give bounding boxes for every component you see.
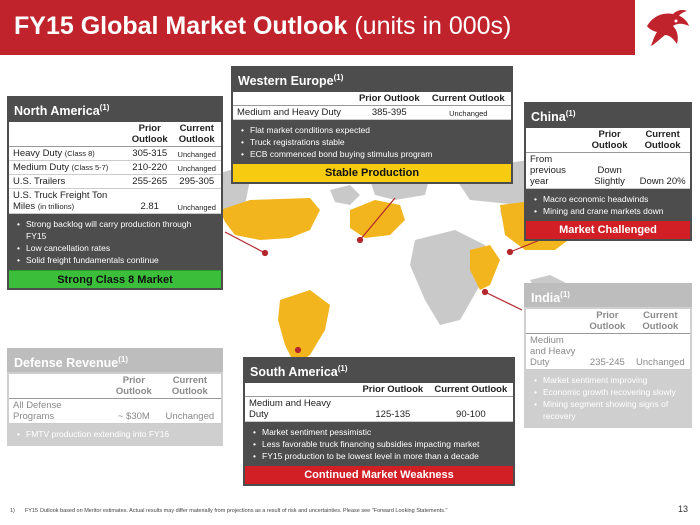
india-body: Prior Outlook Current Outlook Medium and… — [524, 307, 692, 428]
table-header: Prior Outlook Current Outlook — [245, 383, 513, 397]
western-europe-status: Stable Production — [233, 164, 511, 182]
india-panel: India(1) Prior Outlook Current Outlook M… — [524, 283, 692, 428]
india-table: Prior Outlook Current Outlook Medium and… — [526, 309, 690, 370]
title-bar: FY15 Global Market Outlook (units in 000… — [0, 0, 635, 55]
china-table: Prior Outlook Current Outlook From previ… — [526, 128, 690, 189]
south-america-status: Continued Market Weakness — [245, 466, 513, 484]
map-south-america — [278, 290, 330, 365]
china-bullets: Macro economic headwinds Mining and cran… — [526, 189, 690, 221]
table-row: Medium Duty (Class 5-7) 210-220 Unchange… — [9, 160, 221, 175]
map-highlight-regions — [220, 198, 575, 365]
china-body: Prior Outlook Current Outlook From previ… — [524, 126, 692, 241]
south-america-table: Prior Outlook Current Outlook Medium and… — [245, 383, 513, 422]
page-number: 13 — [678, 504, 689, 514]
north-america-panel: North America(1) Prior Outlook Current O… — [7, 96, 223, 290]
table-header: Prior Outlook Current Outlook — [526, 128, 690, 153]
north-america-bullets: Strong backlog will carry production thr… — [9, 214, 221, 270]
table-row: Medium and Heavy Duty 125-135 90-100 — [245, 396, 513, 422]
table-row: Heavy Duty (Class 8) 305-315 Unchanged — [9, 146, 221, 161]
china-status: Market Challenged — [526, 221, 690, 239]
defense-panel: Defense Revenue(1) Prior Outlook Current… — [7, 348, 223, 446]
title-units: (units in 000s) — [354, 12, 512, 40]
china-header: China(1) — [524, 102, 692, 126]
table-row: Medium and Heavy Duty 235-245 Unchanged — [526, 333, 690, 370]
table-row: Medium and Heavy Duty 385-395 Unchanged — [233, 105, 511, 120]
western-europe-header: Western Europe(1) — [231, 66, 513, 90]
defense-body: Prior Outlook Current Outlook All Defens… — [7, 372, 223, 446]
north-america-header: North America(1) — [7, 96, 223, 120]
table-header: Prior Outlook Current Outlook — [233, 92, 511, 106]
western-europe-table: Prior Outlook Current Outlook Medium and… — [233, 92, 511, 120]
south-america-body: Prior Outlook Current Outlook Medium and… — [243, 381, 515, 486]
defense-bullets: FMTV production extending into FY16 — [9, 424, 221, 444]
western-europe-body: Prior Outlook Current Outlook Medium and… — [231, 90, 513, 184]
north-america-body: Prior Outlook Current Outlook Heavy Duty… — [7, 120, 223, 290]
table-row: U.S. Truck Freight Ton Miles (in trillio… — [9, 188, 221, 214]
defense-header: Defense Revenue(1) — [7, 348, 223, 372]
map-north-america — [220, 198, 320, 240]
india-bullets: Market sentiment improving Economic grow… — [526, 370, 690, 426]
footnote: 1) FY15 Outlook based on Meritor estimate… — [10, 508, 448, 514]
defense-table: Prior Outlook Current Outlook All Defens… — [9, 374, 221, 424]
page-title: FY15 Global Market Outlook (units in 000… — [14, 12, 512, 40]
china-panel: China(1) Prior Outlook Current Outlook F… — [524, 102, 692, 241]
table-row: From previous year Down Slightly Down 20… — [526, 152, 690, 189]
map-connectors — [224, 197, 541, 354]
table-row: All Defense Programs ~ $30M Unchanged — [9, 398, 221, 424]
map-india — [470, 245, 500, 290]
table-header: Prior Outlook Current Outlook — [9, 122, 221, 147]
south-america-bullets: Market sentiment pessimistic Less favora… — [245, 422, 513, 466]
north-america-table: Prior Outlook Current Outlook Heavy Duty… — [9, 122, 221, 214]
south-america-panel: South America(1) Prior Outlook Current O… — [243, 357, 515, 486]
india-header: India(1) — [524, 283, 692, 307]
south-america-header: South America(1) — [243, 357, 515, 381]
western-europe-bullets: Flat market conditions expected Truck re… — [233, 120, 511, 164]
table-row: U.S. Trailers 255-265 295-305 — [9, 174, 221, 189]
table-header: Prior Outlook Current Outlook — [526, 309, 690, 334]
western-europe-panel: Western Europe(1) Prior Outlook Current … — [231, 66, 513, 184]
table-header: Prior Outlook Current Outlook — [9, 374, 221, 399]
bull-logo-icon — [647, 10, 689, 46]
north-america-status: Strong Class 8 Market — [9, 270, 221, 288]
